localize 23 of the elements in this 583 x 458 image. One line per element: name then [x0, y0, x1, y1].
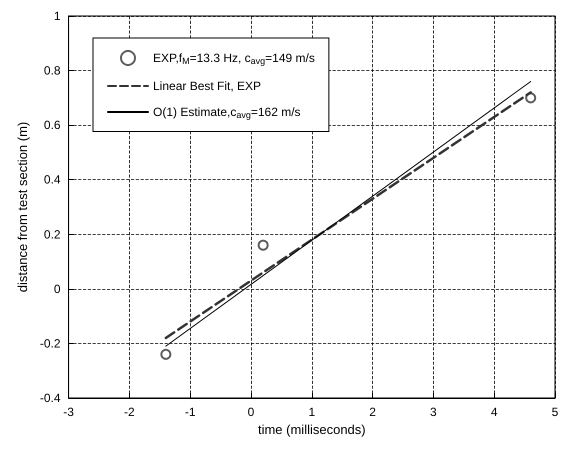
y-tick-label: 0.6: [44, 118, 61, 132]
y-tick-label: 0.4: [44, 172, 61, 187]
x-tick-label: 3: [430, 405, 438, 419]
y-tick-label: 1: [54, 9, 61, 23]
legend-label: Linear Best Fit, EXP: [153, 79, 262, 93]
y-tick-label: -0.2: [40, 336, 61, 350]
x-tick-label: 2: [369, 405, 376, 419]
point: [160, 348, 172, 360]
x-tick-label: 0: [248, 405, 255, 419]
y-tick-label: 0.8: [44, 64, 61, 78]
point: [525, 92, 536, 104]
x-tick-label: -1: [184, 405, 196, 419]
x-tick-label: 1: [308, 405, 316, 419]
y-axis-title: distance from test section (m): [15, 122, 30, 292]
point: [258, 240, 269, 251]
y-tick-label: 0: [54, 282, 61, 296]
x-tick-label: -2: [124, 405, 136, 419]
x-tick-label: 4: [490, 405, 498, 419]
x-tick-label: -3: [63, 405, 74, 419]
x-axis-title: time (milliseconds): [258, 422, 366, 437]
y-tick-label: -0.4: [40, 391, 61, 405]
x-tick-label: 5: [552, 405, 559, 419]
y-tick-label: 0.2: [44, 227, 61, 242]
